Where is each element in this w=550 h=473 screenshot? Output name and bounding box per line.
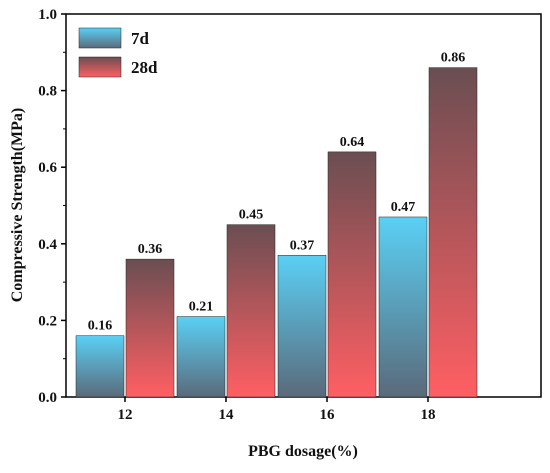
legend: 7d 28d <box>78 27 158 78</box>
bar-7d-18 <box>378 216 428 398</box>
data-label-28d-14: 0.45 <box>239 208 264 223</box>
x-tick-label: 14 <box>219 407 235 423</box>
data-label-28d-12: 0.36 <box>138 242 163 257</box>
bar-28d-14 <box>226 224 276 398</box>
legend-label-28d: 28d <box>131 58 158 77</box>
y-tick-label: 0.0 <box>38 390 57 406</box>
y-tick-label: 0.6 <box>38 160 57 176</box>
x-tick-label: 16 <box>320 407 336 423</box>
data-label-7d-18: 0.47 <box>391 200 416 215</box>
data-label-28d-18: 0.86 <box>441 51 466 66</box>
data-label-7d-16: 0.37 <box>290 238 315 253</box>
data-label-28d-16: 0.64 <box>340 135 365 150</box>
y-tick-label: 0.8 <box>38 84 57 100</box>
y-tick-label: 0.2 <box>38 313 57 329</box>
bars <box>75 67 478 398</box>
y-tick-label: 0.4 <box>38 237 57 253</box>
x-axis-title: PBG dosage(%) <box>248 443 358 460</box>
axes: 0.0 0.2 0.4 0.6 0.8 1.0 12 14 16 18 <box>38 7 435 423</box>
y-axis-title: Compressive Strength(MPa) <box>9 108 26 303</box>
bar-7d-16 <box>277 255 327 398</box>
bar-7d-12 <box>75 335 125 398</box>
data-labels: 0.16 0.21 0.37 0.47 0.36 0.45 0.64 0.86 <box>88 51 466 334</box>
bar-7d-14 <box>176 316 226 398</box>
x-tick-label: 12 <box>118 407 133 423</box>
legend-label-7d: 7d <box>131 29 150 48</box>
y-tick-label: 1.0 <box>38 7 57 23</box>
legend-swatch-7d <box>78 27 122 49</box>
bar-28d-16 <box>327 151 377 398</box>
x-tick-label: 18 <box>421 407 436 423</box>
data-label-7d-12: 0.16 <box>88 319 113 334</box>
data-label-7d-14: 0.21 <box>189 300 214 315</box>
bar-28d-18 <box>428 67 478 398</box>
legend-swatch-28d <box>78 56 122 78</box>
bar-28d-12 <box>125 258 175 398</box>
